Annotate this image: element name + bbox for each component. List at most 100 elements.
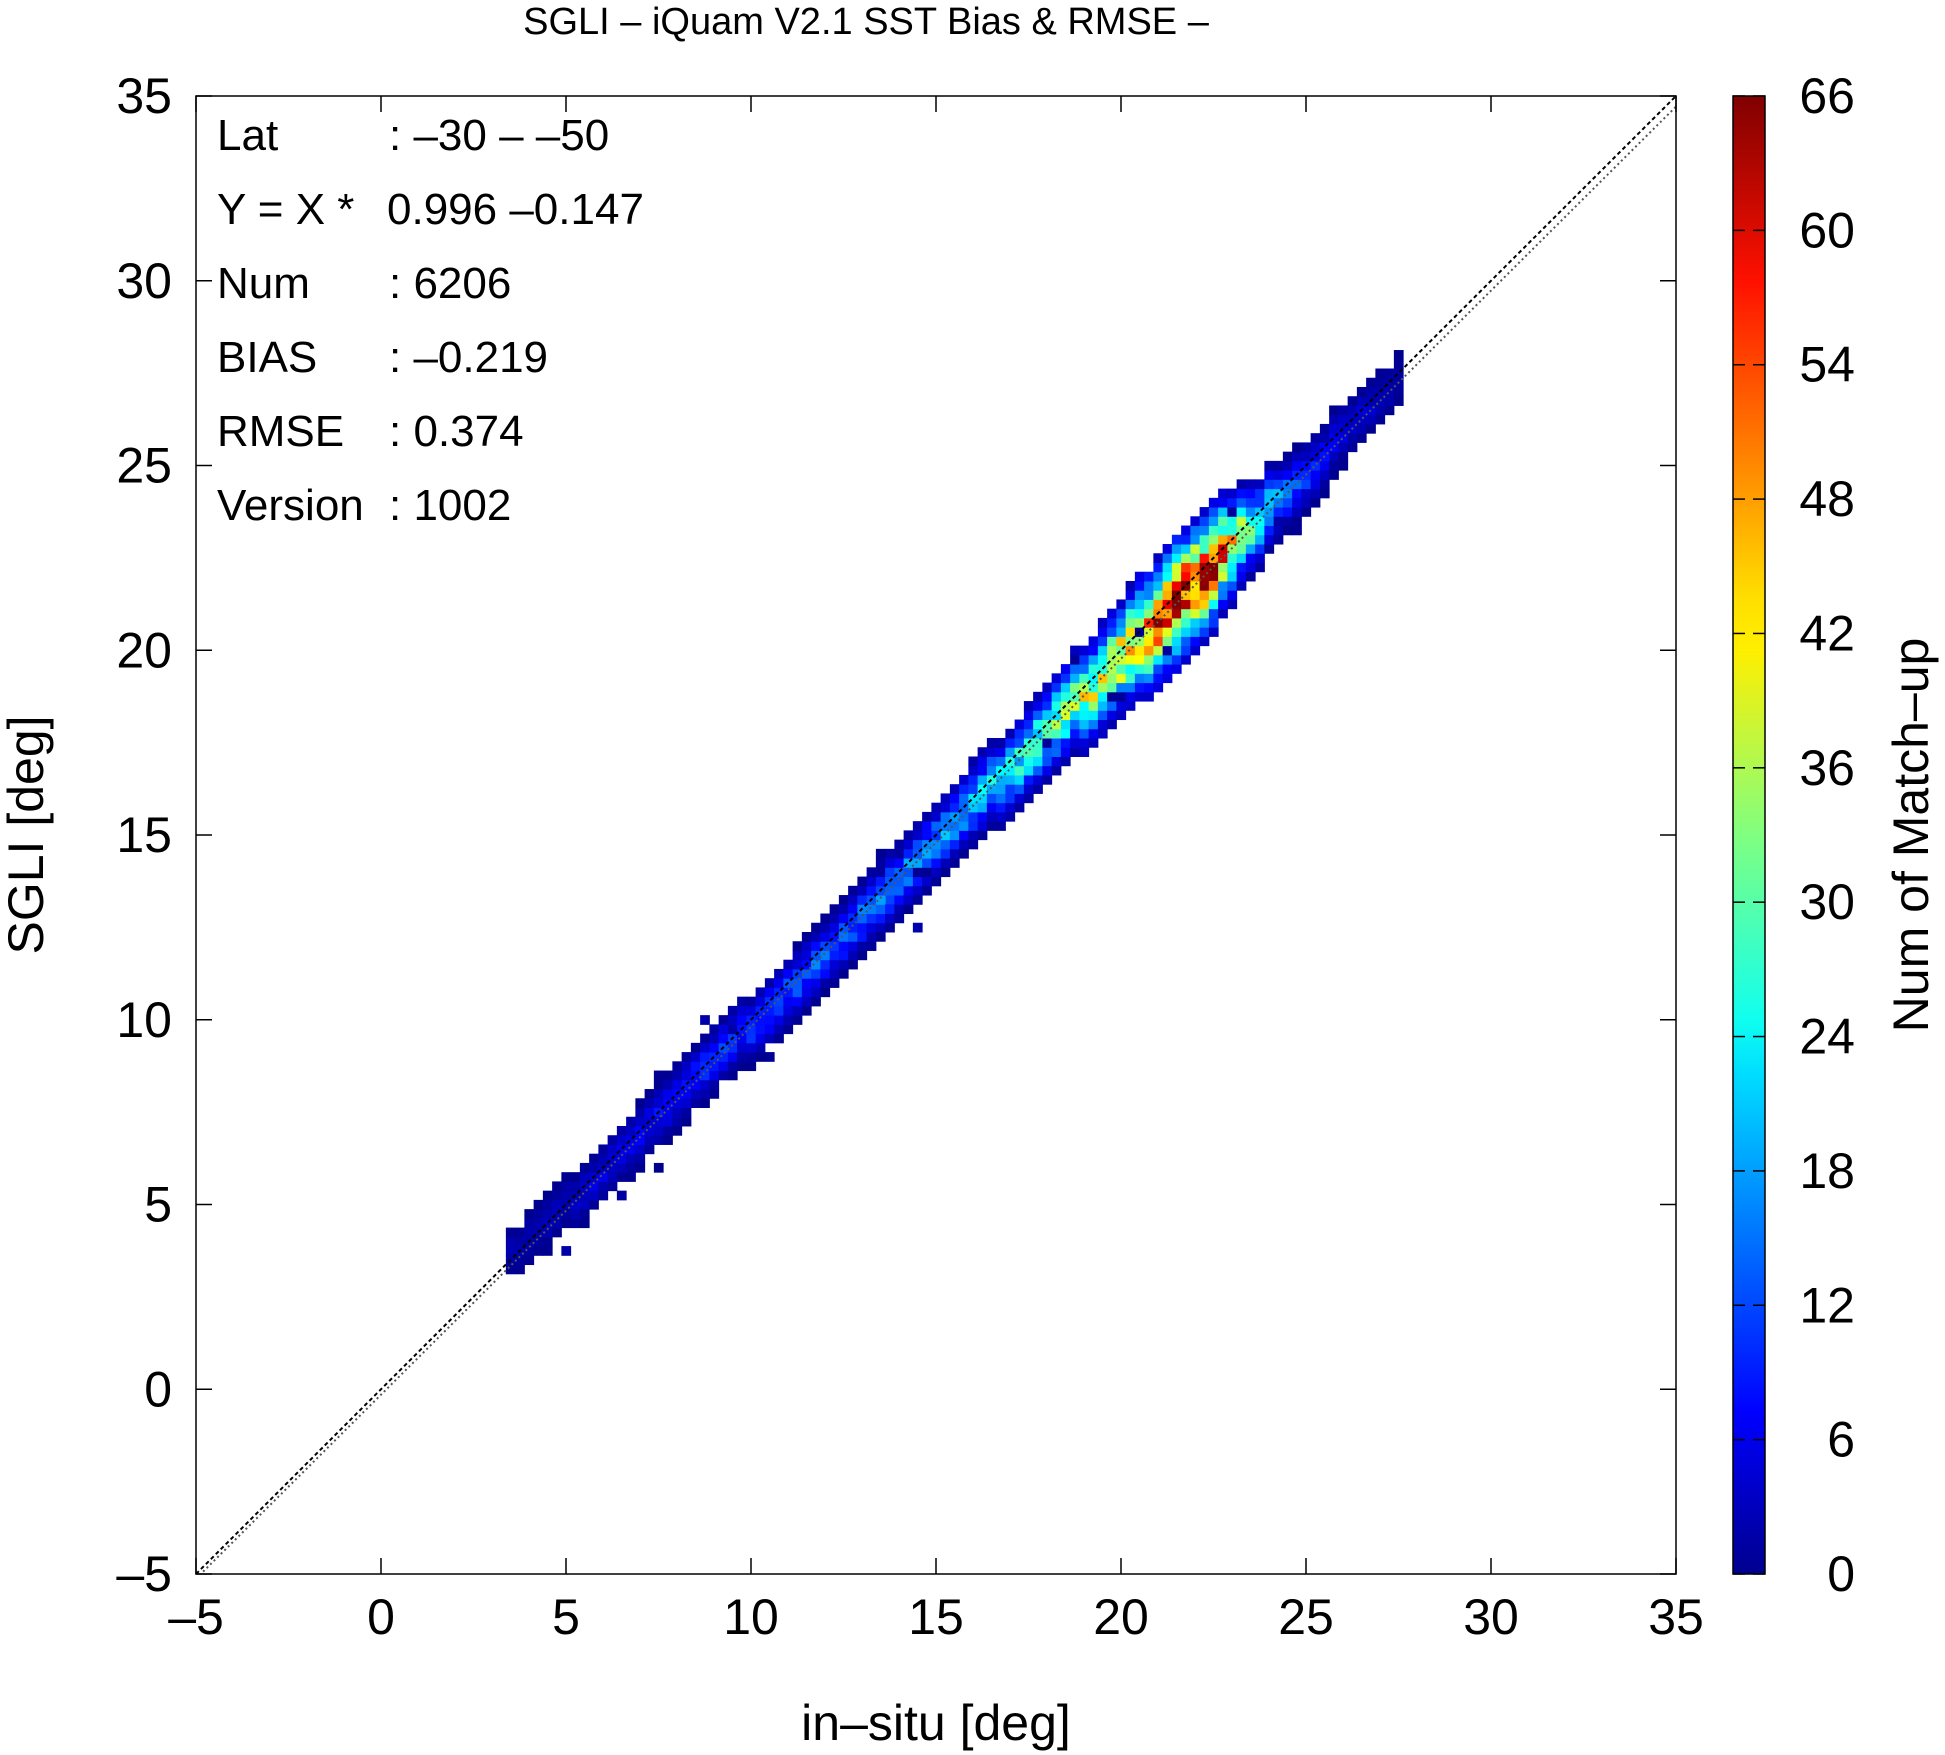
- density-cell: [1153, 553, 1164, 563]
- density-cell: [1292, 516, 1302, 527]
- density-cell: [579, 1209, 590, 1219]
- density-cell: [598, 1181, 609, 1192]
- density-cell: [1384, 368, 1395, 379]
- density-cell: [774, 987, 784, 998]
- density-cell: [1023, 710, 1034, 721]
- density-cell: [1134, 682, 1145, 693]
- density-cell: [727, 1015, 738, 1025]
- density-cell: [1070, 710, 1080, 721]
- density-cell: [1245, 525, 1256, 536]
- density-cell: [524, 1246, 535, 1256]
- density-cell: [801, 950, 812, 961]
- density-cell: [1375, 405, 1386, 416]
- density-cell: [857, 950, 868, 961]
- density-cell: [1319, 479, 1330, 490]
- density-cell: [1338, 433, 1349, 443]
- density-cell: [1023, 765, 1034, 776]
- density-cell: [1347, 442, 1358, 453]
- density-cell: [515, 1227, 525, 1238]
- density-cell: [1005, 728, 1016, 739]
- density-cell: [792, 941, 803, 951]
- density-cell: [1227, 562, 1238, 573]
- density-cell: [829, 959, 840, 970]
- density-cell: [1329, 451, 1339, 462]
- density-cell: [663, 1116, 673, 1127]
- density-cell: [792, 959, 803, 970]
- density-cell: [1208, 627, 1219, 637]
- density-cell: [598, 1190, 609, 1201]
- density-cell: [755, 1005, 766, 1016]
- density-cell: [857, 941, 868, 951]
- stat-lat-value: : –30 – –50: [389, 111, 609, 160]
- density-cell: [1125, 617, 1136, 628]
- density-cell: [1255, 525, 1265, 536]
- density-cell: [1292, 451, 1302, 462]
- density-cell: [1181, 599, 1191, 610]
- density-cell: [801, 996, 812, 1007]
- density-cell: [996, 747, 1006, 757]
- density-cell: [755, 1052, 766, 1062]
- density-cell: [690, 1061, 701, 1072]
- density-cell: [709, 1089, 720, 1099]
- density-cell: [1356, 433, 1367, 443]
- density-cell: [866, 876, 877, 887]
- density-cell: [1125, 627, 1136, 637]
- density-cell: [1171, 664, 1182, 674]
- density-cell: [820, 941, 831, 951]
- density-cell: [552, 1190, 562, 1201]
- density-cell: [1393, 386, 1404, 397]
- density-cell: [764, 1052, 775, 1062]
- density-cell: [1190, 525, 1201, 536]
- density-cell: [746, 1005, 757, 1016]
- density-cell: [1319, 470, 1330, 480]
- density-cell: [1273, 525, 1284, 536]
- density-cell: [949, 821, 960, 831]
- density-cell: [727, 1052, 738, 1062]
- density-cell: [700, 1052, 710, 1062]
- density-cell: [1310, 497, 1321, 508]
- density-cell: [1097, 617, 1108, 628]
- density-cell: [681, 1098, 692, 1109]
- density-cell: [866, 867, 877, 878]
- density-cell: [1208, 590, 1219, 600]
- density-cell: [783, 987, 794, 998]
- density-cell: [718, 1015, 729, 1025]
- y-tick-label: 5: [144, 1177, 172, 1233]
- density-cell: [1042, 719, 1053, 730]
- density-cell: [570, 1218, 581, 1229]
- density-cell: [986, 738, 997, 748]
- density-cell: [1042, 738, 1053, 748]
- density-cell: [1208, 534, 1219, 545]
- density-cell: [1181, 525, 1191, 536]
- density-cell: [1338, 423, 1349, 434]
- density-cell: [1060, 673, 1071, 684]
- density-cell: [1153, 580, 1164, 591]
- density-cell: [1292, 507, 1302, 517]
- density-cell: [820, 922, 831, 933]
- density-cell: [792, 978, 803, 988]
- density-cell: [903, 830, 914, 841]
- density-cell: [1366, 405, 1376, 416]
- density-cell: [1014, 738, 1025, 748]
- density-cell: [1310, 433, 1321, 443]
- density-cell: [1153, 590, 1164, 600]
- density-cell: [1255, 534, 1265, 545]
- density-cell: [940, 830, 951, 841]
- stat-eq-label: Y = X *: [217, 185, 354, 234]
- density-cell: [1014, 793, 1025, 804]
- density-cell: [931, 802, 942, 813]
- density-cell: [1014, 765, 1025, 776]
- density-cell: [1190, 571, 1201, 582]
- density-cell: [1023, 784, 1034, 794]
- density-cell: [607, 1172, 618, 1182]
- density-cell: [1255, 479, 1265, 490]
- density-cell: [690, 1089, 701, 1099]
- density-cell: [1181, 571, 1191, 582]
- density-cell: [1264, 460, 1275, 471]
- density-cell: [1384, 386, 1395, 397]
- density-cell: [616, 1172, 627, 1182]
- density-cell: [986, 747, 997, 757]
- density-cell: [1273, 507, 1284, 517]
- density-cell: [1014, 784, 1025, 794]
- density-cell: [820, 913, 831, 924]
